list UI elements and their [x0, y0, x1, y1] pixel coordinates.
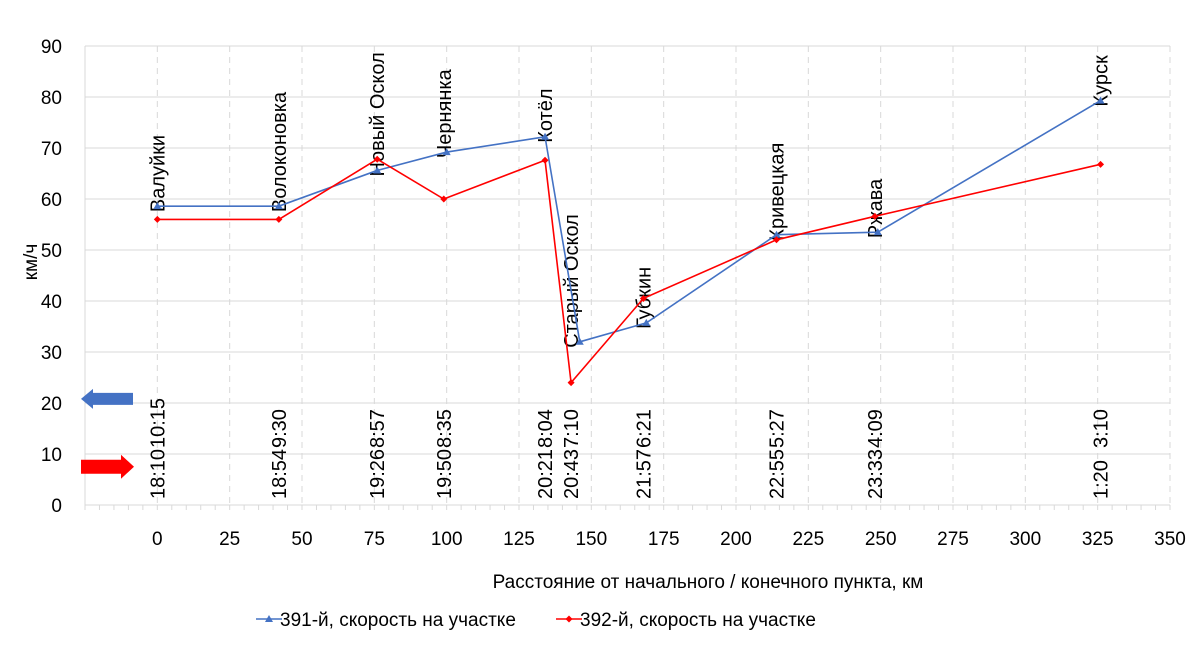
station-name: Валуйки	[147, 135, 169, 212]
x-tick-label: 325	[1082, 529, 1114, 550]
time-top: 3:10	[1091, 409, 1113, 448]
legend: 391-й, скорость на участке 392-й, скорост…	[256, 610, 816, 631]
x-tick-label: 25	[219, 529, 240, 550]
direction-arrows	[81, 388, 134, 479]
x-tick-label: 225	[792, 529, 824, 550]
series	[153, 96, 1105, 387]
y-tick-label: 40	[41, 292, 62, 313]
time-top: 9:30	[269, 409, 291, 448]
x-tick-label: 50	[291, 529, 312, 550]
time-bottom: 23:33	[865, 449, 887, 499]
series-2-point	[440, 195, 448, 203]
x-tick-label: 75	[364, 529, 385, 550]
time-top: 8:04	[535, 409, 557, 448]
series-2-point	[773, 236, 781, 244]
time-top: 10:15	[147, 398, 169, 448]
y-tick-label: 20	[41, 394, 62, 415]
time-top: 4:09	[865, 409, 887, 448]
arrow-right-icon	[81, 454, 134, 479]
series-2-point	[541, 156, 549, 164]
station-name: Волоконовка	[269, 91, 291, 212]
series-line-2	[157, 158, 1101, 385]
time-bottom: 19:50	[434, 449, 456, 499]
station-name: Кривецкая	[767, 143, 789, 241]
series-2-point	[567, 379, 575, 387]
series-1-point	[541, 132, 550, 140]
x-tick-label: 125	[503, 529, 535, 550]
x-tick-label: 275	[937, 529, 969, 550]
time-bottom: 19:26	[367, 449, 389, 499]
time-bottom: 22:55	[767, 449, 789, 499]
x-tick-label: 150	[575, 529, 607, 550]
station-name: Новый Оскол	[367, 52, 389, 176]
time-bottom: 18:54	[269, 449, 291, 499]
axes: 0 10 20 30 40 50 60 70 80 90 0 25 50 75 100 125 150 175 20…	[41, 37, 1186, 550]
series-1-point	[873, 228, 882, 236]
x-tick-label: 100	[431, 529, 463, 550]
time-top: 7:10	[561, 409, 583, 448]
x-axis-title: Расстояние от начального / конечного пун…	[493, 572, 924, 593]
series-1-point	[274, 202, 283, 210]
x-tick-label: 250	[865, 529, 897, 550]
series-2-point	[639, 294, 647, 302]
time-top: 5:27	[767, 409, 789, 448]
time-top: 6:21	[633, 409, 655, 448]
time-bottom: 1:20	[1091, 460, 1113, 499]
y-tick-label: 10	[41, 445, 62, 466]
x-tick-label: 350	[1154, 529, 1186, 550]
y-tick-label: 50	[41, 241, 62, 262]
time-bottom: 20:21	[535, 449, 557, 499]
x-tick-label: 300	[1009, 529, 1041, 550]
series-1-point	[575, 337, 584, 345]
time-bottom: 21:57	[633, 449, 655, 499]
legend-marker-2	[565, 615, 573, 623]
series-1-point	[373, 166, 382, 174]
station-name: Котёл	[535, 88, 557, 142]
arrow-left-icon	[81, 388, 133, 409]
grid	[84, 45, 1171, 506]
series-1-point	[772, 230, 781, 238]
x-tick-label: 0	[152, 529, 163, 550]
time-top: 8:57	[367, 409, 389, 448]
series-2-point	[373, 155, 381, 163]
y-tick-label: 80	[41, 88, 62, 109]
x-tick-label: 200	[720, 529, 752, 550]
legend-label-2: 392-й, скорость на участке	[580, 610, 816, 631]
y-tick-label: 30	[41, 343, 62, 364]
station-name: Ржава	[865, 178, 887, 238]
station-name: Старый Оскол	[561, 214, 583, 348]
legend-label-1: 391-й, скорость на участке	[280, 610, 516, 631]
y-tick-label: 0	[51, 496, 62, 517]
y-tick-label: 90	[41, 37, 62, 58]
time-bottom: 20:43	[561, 449, 583, 499]
station-name: Чернянка	[434, 68, 456, 158]
time-bottom: 18:10	[147, 449, 169, 499]
series-1-point	[1096, 96, 1105, 104]
time-top: 8:35	[434, 409, 456, 448]
x-tick-label: 175	[648, 529, 680, 550]
y-tick-label: 70	[41, 139, 62, 160]
legend-marker-1	[265, 615, 273, 622]
series-2-point	[1097, 160, 1105, 168]
series-line-1	[157, 99, 1101, 343]
series-1-point	[153, 202, 162, 210]
series-1-point	[642, 318, 651, 326]
series-2-point	[871, 212, 879, 220]
y-axis-title: км/ч	[21, 244, 42, 281]
series-1-point	[442, 148, 451, 156]
y-tick-label: 60	[41, 190, 62, 211]
series-2-point	[275, 215, 283, 223]
station-name: Курск	[1091, 55, 1113, 107]
series-2-point	[153, 215, 161, 223]
